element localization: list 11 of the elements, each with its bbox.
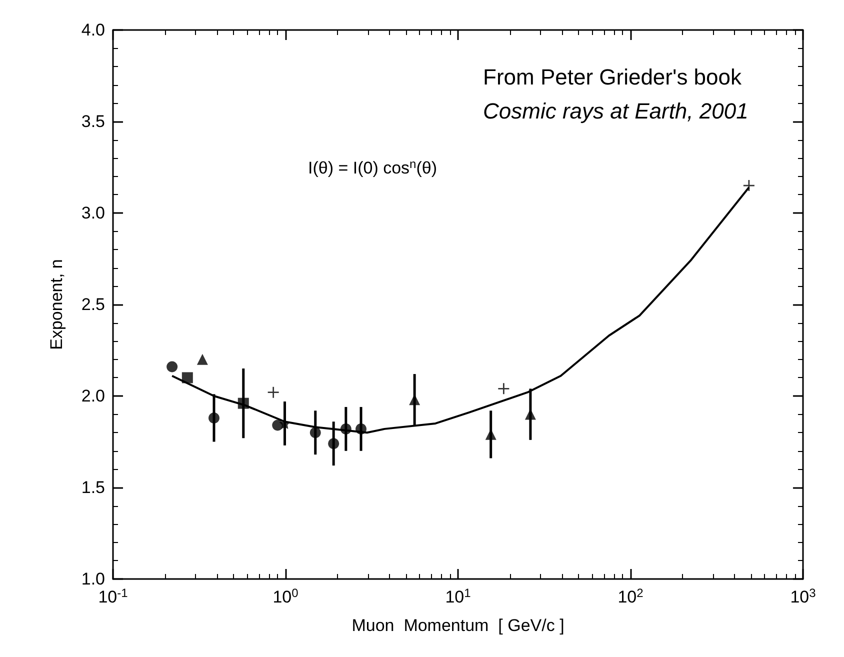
y-tick-label: 3.5: [81, 112, 105, 131]
y-tick-label: 1.5: [81, 478, 105, 497]
y-tick-label: 2.0: [81, 386, 105, 406]
x-axis-title: Muon Momentum [ GeV/c ]: [352, 616, 564, 635]
y-tick-label: 1.0: [81, 570, 105, 588]
y-tick-label: 2.5: [81, 295, 105, 314]
annotation: From Peter Grieder's book: [483, 64, 743, 90]
y-tick-label: 4.0: [81, 20, 105, 40]
y-tick-label: 3.0: [81, 204, 105, 222]
y-axis-title: Exponent, n: [47, 259, 66, 350]
annotation: Cosmic rays at Earth, 2001: [483, 98, 748, 124]
